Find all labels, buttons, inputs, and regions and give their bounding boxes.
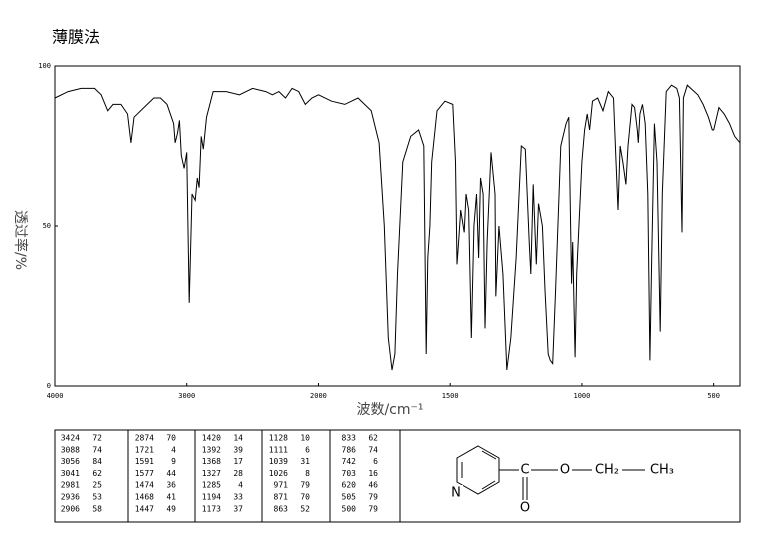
atom: O bbox=[560, 463, 570, 478]
peak-transmittance: 28 bbox=[233, 469, 243, 478]
atom: O bbox=[520, 501, 530, 516]
peak-wavenumber: 3056 bbox=[61, 457, 80, 466]
peak-wavenumber: 1039 bbox=[269, 457, 288, 466]
peak-transmittance: 8 bbox=[305, 469, 310, 478]
ring-double-bond bbox=[481, 450, 497, 460]
peak-transmittance: 79 bbox=[300, 481, 310, 490]
atom: CH₂ bbox=[595, 463, 619, 478]
peak-transmittance: 25 bbox=[92, 481, 102, 490]
peak-wavenumber: 500 bbox=[342, 504, 357, 513]
peak-transmittance: 6 bbox=[305, 445, 310, 454]
x-tick-label: 1000 bbox=[573, 392, 590, 400]
peak-wavenumber: 2981 bbox=[61, 481, 80, 490]
peak-wavenumber: 1591 bbox=[135, 457, 154, 466]
peak-wavenumber: 1721 bbox=[135, 445, 154, 454]
x-tick-label: 500 bbox=[707, 392, 720, 400]
pyridine-ring bbox=[456, 445, 500, 495]
peak-wavenumber: 1474 bbox=[135, 481, 154, 490]
peak-wavenumber: 742 bbox=[342, 457, 357, 466]
peak-wavenumber: 863 bbox=[274, 504, 289, 513]
peak-wavenumber: 1194 bbox=[202, 493, 221, 502]
peak-transmittance: 72 bbox=[92, 434, 102, 443]
peak-wavenumber: 1285 bbox=[202, 481, 221, 490]
peak-transmittance: 58 bbox=[92, 504, 102, 513]
x-tick-label: 4000 bbox=[47, 392, 64, 400]
y-tick-label: 0 bbox=[47, 382, 51, 390]
peak-transmittance: 74 bbox=[368, 445, 378, 454]
peak-wavenumber: 1111 bbox=[269, 445, 288, 454]
peak-wavenumber: 786 bbox=[342, 445, 357, 454]
peak-wavenumber: 871 bbox=[274, 493, 289, 502]
peak-transmittance: 79 bbox=[368, 504, 378, 513]
peak-wavenumber: 1577 bbox=[135, 469, 154, 478]
atom: N bbox=[451, 486, 461, 501]
peak-transmittance: 14 bbox=[233, 434, 243, 443]
peak-transmittance: 49 bbox=[166, 504, 176, 513]
peak-transmittance: 31 bbox=[300, 457, 310, 466]
y-tick-label: 50 bbox=[43, 222, 51, 230]
peak-wavenumber: 2906 bbox=[61, 504, 80, 513]
peak-wavenumber: 3088 bbox=[61, 445, 80, 454]
peak-transmittance: 37 bbox=[233, 504, 243, 513]
ring-double-bond bbox=[481, 480, 496, 490]
chart-title: 薄膜法 bbox=[52, 28, 100, 47]
x-axis-label: 波数/cm⁻¹ bbox=[356, 402, 423, 418]
peak-wavenumber: 3041 bbox=[61, 469, 80, 478]
y-axis-label: 透过率/% bbox=[12, 210, 29, 270]
peak-wavenumber: 1173 bbox=[202, 504, 221, 513]
peak-wavenumber: 703 bbox=[342, 469, 357, 478]
peak-transmittance: 70 bbox=[300, 493, 310, 502]
peak-transmittance: 41 bbox=[166, 493, 176, 502]
peak-wavenumber: 1026 bbox=[269, 469, 288, 478]
peak-wavenumber: 3424 bbox=[61, 434, 80, 443]
peak-wavenumber: 2874 bbox=[135, 434, 154, 443]
peak-transmittance: 6 bbox=[373, 457, 378, 466]
peak-transmittance: 4 bbox=[238, 481, 243, 490]
peak-wavenumber: 1420 bbox=[202, 434, 221, 443]
x-tick-label: 2000 bbox=[310, 392, 327, 400]
peak-wavenumber: 1368 bbox=[202, 457, 221, 466]
peak-wavenumber: 1392 bbox=[202, 445, 221, 454]
peak-wavenumber: 1468 bbox=[135, 493, 154, 502]
peak-wavenumber: 1128 bbox=[269, 434, 288, 443]
peak-transmittance: 79 bbox=[368, 493, 378, 502]
plot-frame bbox=[54, 65, 741, 387]
peak-transmittance: 62 bbox=[92, 469, 102, 478]
peak-wavenumber: 833 bbox=[342, 434, 357, 443]
peak-transmittance: 53 bbox=[92, 493, 102, 502]
peak-transmittance: 84 bbox=[92, 457, 102, 466]
peak-transmittance: 46 bbox=[368, 481, 378, 490]
peak-transmittance: 39 bbox=[233, 445, 243, 454]
peak-wavenumber: 2936 bbox=[61, 493, 80, 502]
peak-transmittance: 33 bbox=[233, 493, 243, 502]
x-tick-label: 3000 bbox=[178, 392, 195, 400]
peak-transmittance: 17 bbox=[233, 457, 243, 466]
peak-wavenumber: 971 bbox=[274, 481, 289, 490]
peak-transmittance: 10 bbox=[300, 434, 310, 443]
atom-bg bbox=[450, 485, 463, 499]
peak-wavenumber: 1447 bbox=[135, 504, 154, 513]
peak-transmittance: 74 bbox=[92, 445, 102, 454]
peak-transmittance: 70 bbox=[166, 434, 176, 443]
peak-table-frame bbox=[54, 429, 741, 523]
peak-transmittance: 36 bbox=[166, 481, 176, 490]
x-tick-label: 1500 bbox=[442, 392, 459, 400]
peak-wavenumber: 1327 bbox=[202, 469, 221, 478]
peak-transmittance: 52 bbox=[300, 504, 310, 513]
peak-transmittance: 16 bbox=[368, 469, 378, 478]
peak-transmittance: 44 bbox=[166, 469, 176, 478]
peak-wavenumber: 505 bbox=[342, 493, 357, 502]
atom: CH₃ bbox=[650, 463, 674, 478]
structure bbox=[456, 445, 645, 500]
y-tick-label: 100 bbox=[38, 62, 51, 70]
peak-transmittance: 9 bbox=[171, 457, 176, 466]
peak-wavenumber: 620 bbox=[342, 481, 357, 490]
peak-transmittance: 62 bbox=[368, 434, 378, 443]
atom: C bbox=[520, 463, 529, 478]
peak-transmittance: 4 bbox=[171, 445, 176, 454]
spectrum-line bbox=[54, 84, 741, 371]
